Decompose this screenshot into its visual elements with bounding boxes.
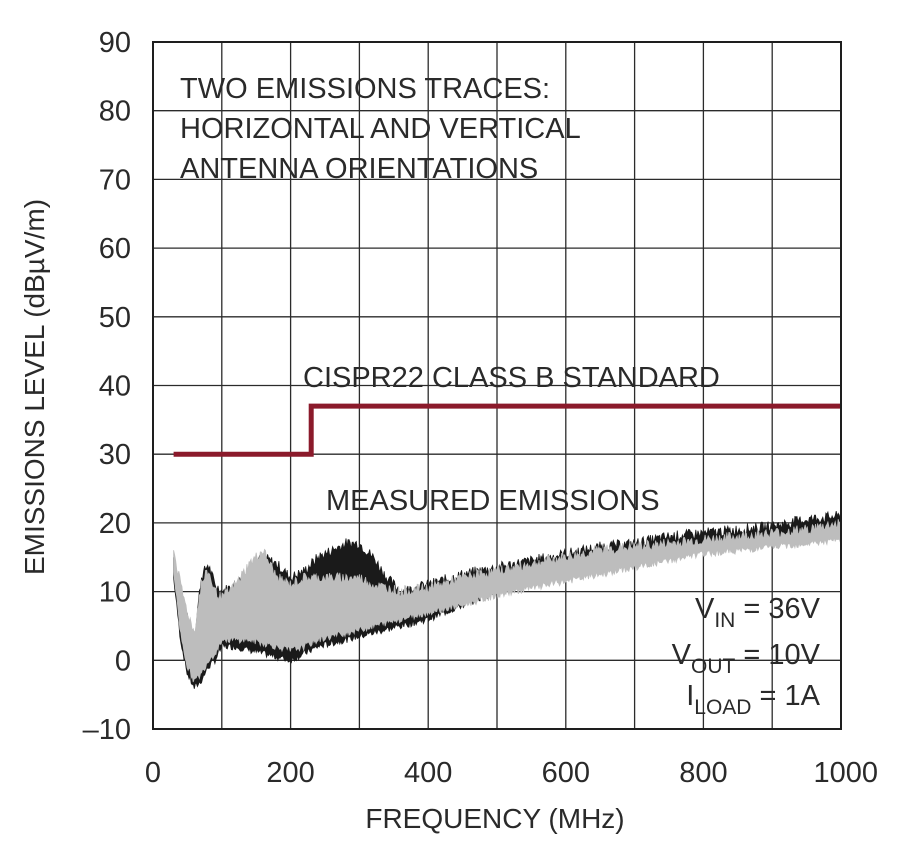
x-tick-label: 600 <box>542 757 590 789</box>
limit-label: CISPR22 CLASS B STANDARD <box>303 362 720 394</box>
condition-2: ILOAD = 1A <box>686 680 820 719</box>
traces-note-line-2: HORIZONTAL AND VERTICAL <box>180 113 581 145</box>
traces-note-line-3: ANTENNA ORIENTATIONS <box>180 153 538 185</box>
y-tick-label: 70 <box>99 164 131 196</box>
condition-0: VIN = 36V <box>695 593 821 632</box>
y-tick-label: 60 <box>99 233 131 265</box>
y-tick-label: –10 <box>83 714 131 746</box>
x-tick-label: 200 <box>266 757 314 789</box>
measured-label: MEASURED EMISSIONS <box>326 485 660 517</box>
y-tick-label: 0 <box>115 645 131 677</box>
plot-frame <box>152 41 842 730</box>
y-tick-label: 80 <box>99 96 131 128</box>
y-tick-label: 90 <box>99 27 131 59</box>
condition-1: VOUT = 10V <box>672 639 821 678</box>
x-tick-label: 800 <box>679 757 727 789</box>
traces-note: TWO EMISSIONS TRACES: HORIZONTAL AND VER… <box>180 73 581 185</box>
y-tick-label: 20 <box>99 508 131 540</box>
y-tick-labels: 90 80 70 60 50 40 30 20 10 0 –10 <box>83 27 131 746</box>
y-tick-label: 50 <box>99 302 131 334</box>
x-axis-label: FREQUENCY (MHz) <box>365 803 624 834</box>
x-tick-labels: 0 200 400 600 800 1000 <box>145 757 878 789</box>
y-axis-label: EMISSIONS LEVEL (dBµV/m) <box>19 199 50 575</box>
y-tick-label: 10 <box>99 577 131 609</box>
y-tick-label: 30 <box>99 439 131 471</box>
x-tick-label: 0 <box>145 757 161 789</box>
cispr22-limit-line <box>173 403 841 457</box>
x-tick-label: 400 <box>404 757 452 789</box>
traces-note-line-1: TWO EMISSIONS TRACES: <box>180 73 550 105</box>
y-tick-label: 40 <box>99 371 131 403</box>
x-tick-label: 1000 <box>813 757 878 789</box>
limit-layer <box>173 403 841 457</box>
